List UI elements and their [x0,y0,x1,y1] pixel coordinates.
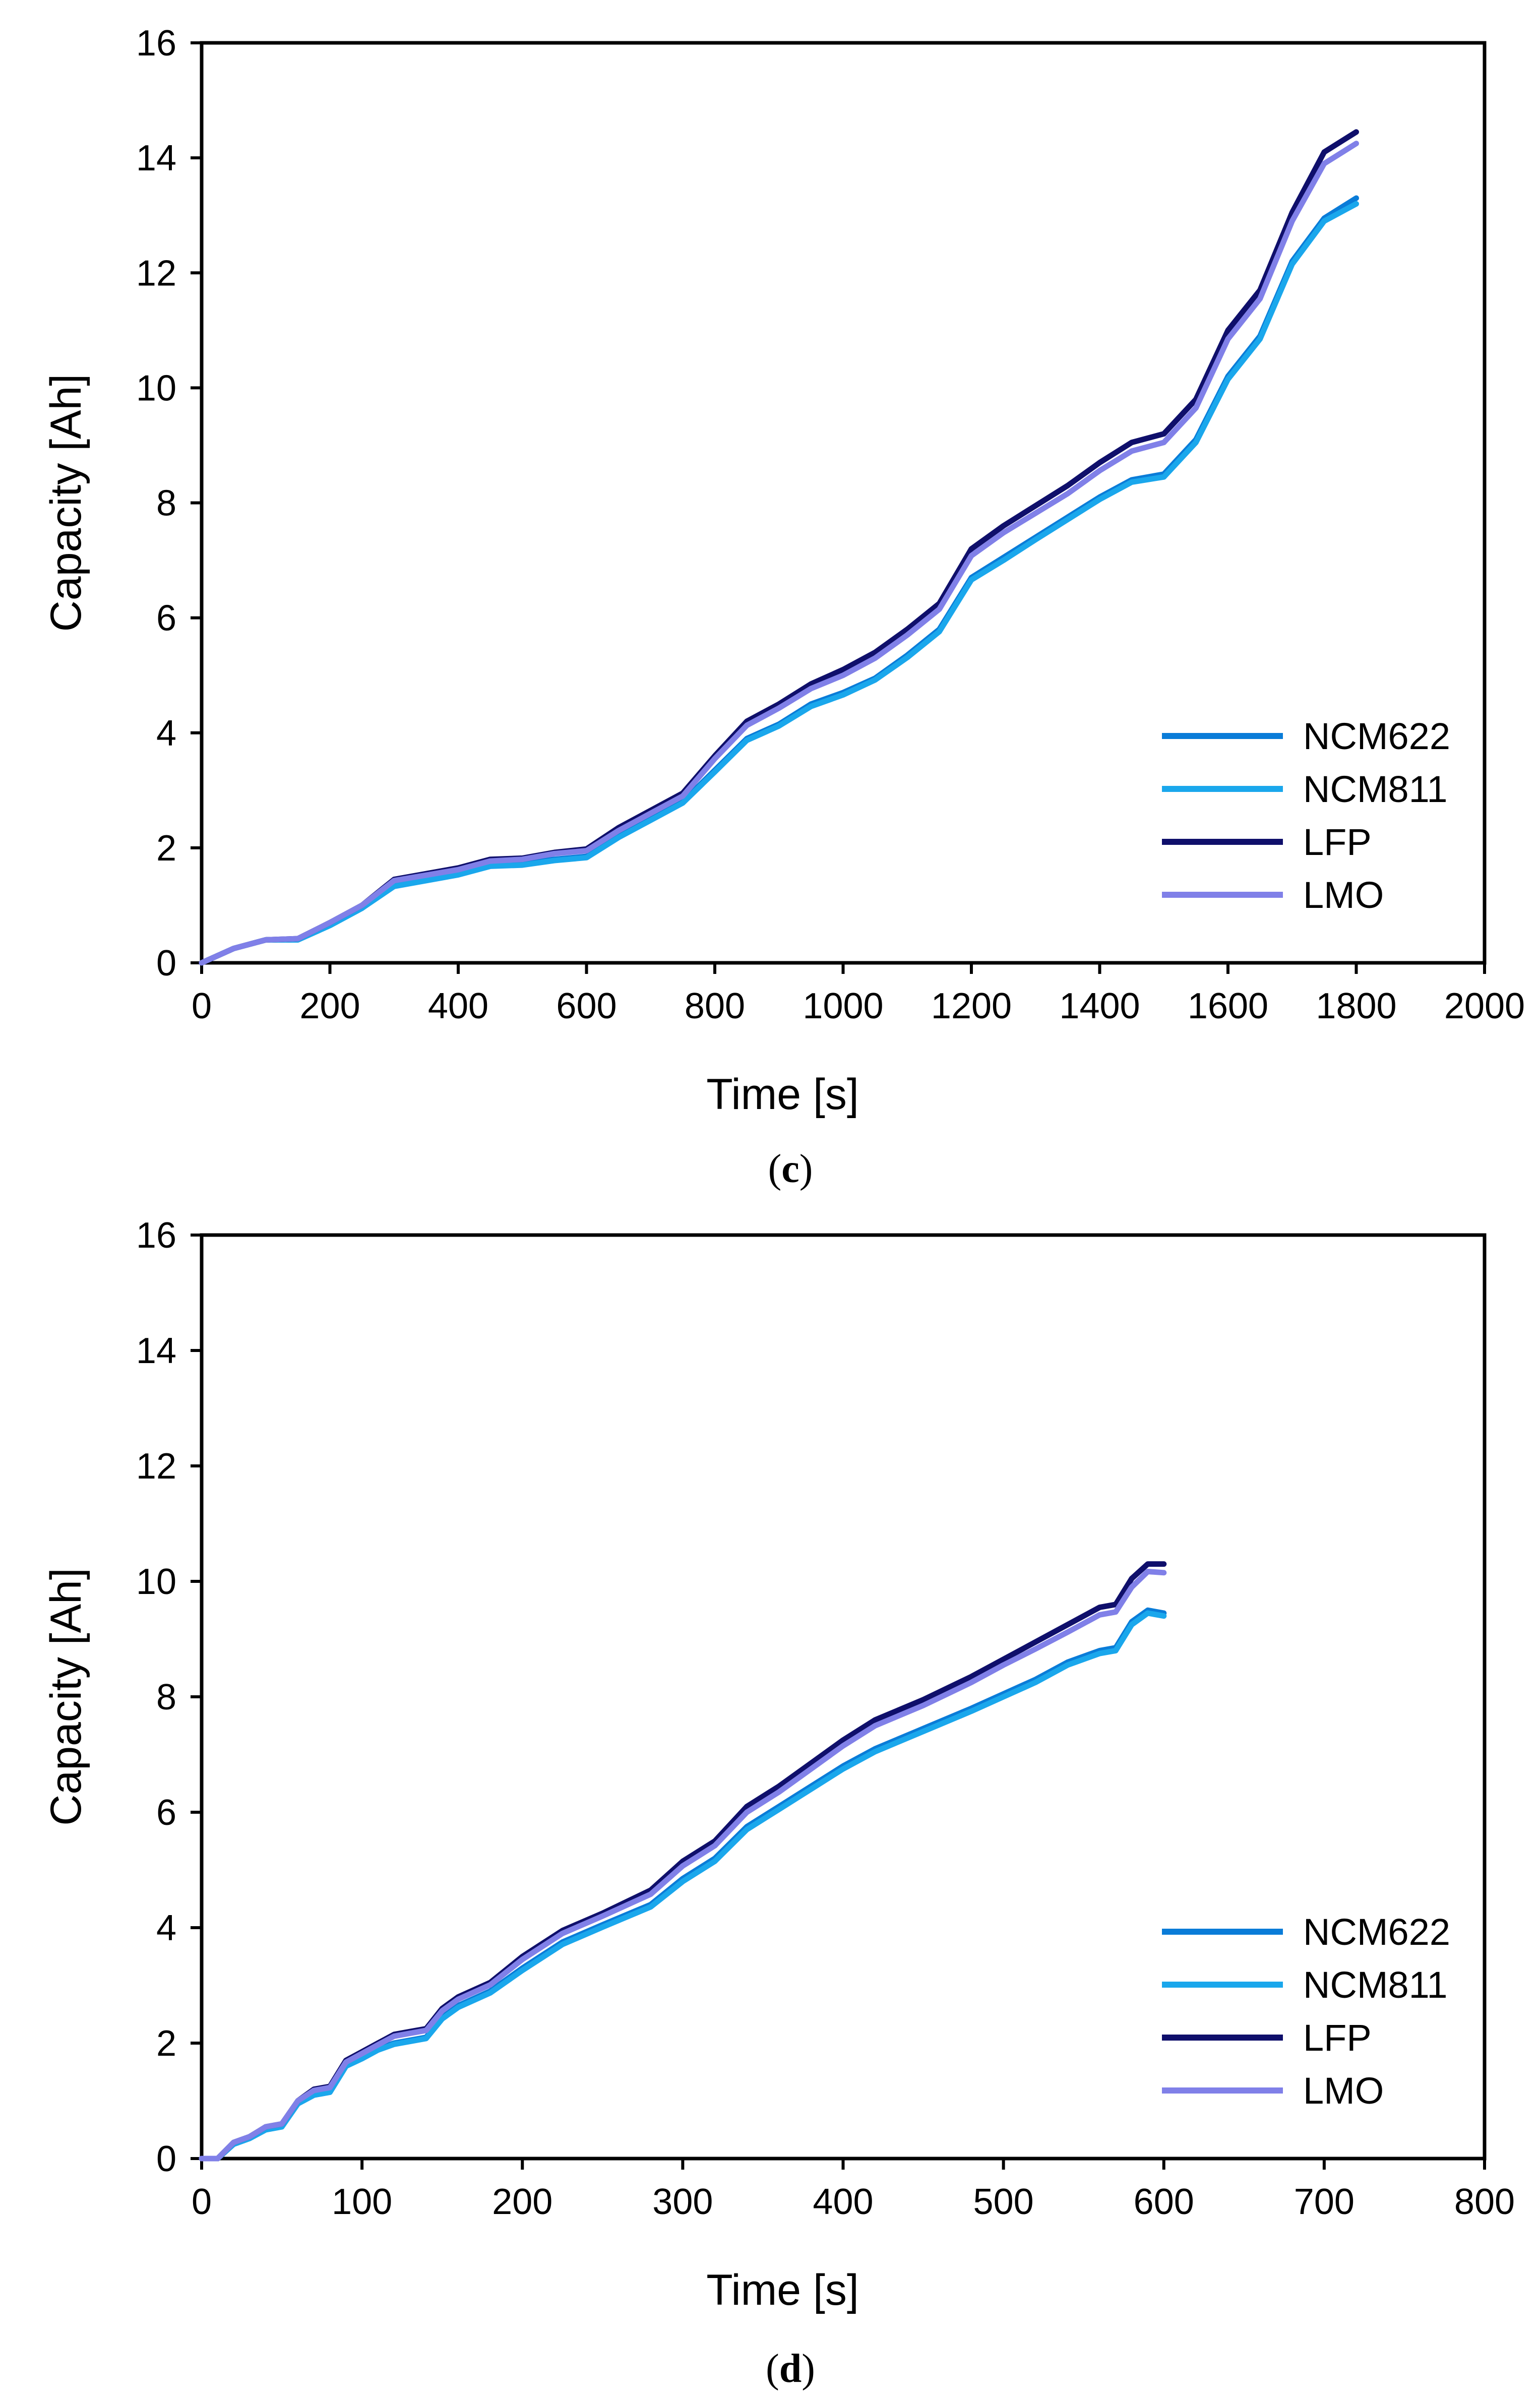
y-tick-label: 4 [156,1908,176,1948]
y-axis-title: Capacity [Ah] [42,374,90,632]
x-tick-label: 1600 [1188,986,1268,1026]
panel-label-letter: c [781,1147,799,1191]
y-tick-label: 12 [136,253,176,293]
chart-panel-d: 0 100 200 300 400 500 600 700 800 0 2 4 6 8 10 12 14 16 Ti… [42,1215,1515,2391]
plot-frame [200,41,1487,965]
y-tick-label: 10 [136,1562,176,1602]
legend-label-lfp: LFP [1303,2017,1372,2059]
y-tick-label: 8 [156,483,176,524]
series-line-ncm622 [199,195,1359,966]
x-tick-label: 700 [1294,2182,1354,2222]
y-tick-label: 6 [156,598,176,639]
x-tick-label: 1200 [931,986,1012,1026]
legend-label-lmo: LMO [1303,874,1384,916]
x-axis-title: Time [s] [706,1070,859,1119]
y-tick-label: 10 [136,368,176,408]
series-line-ncm811 [199,1610,1167,2162]
y-tick-label: 4 [156,713,176,754]
x-tick-label: 1800 [1316,986,1396,1026]
x-tick-label: 500 [973,2182,1034,2222]
plot-frame [200,1233,1487,2161]
panel-label-letter: d [779,2347,802,2391]
series-line-lmo [199,141,1359,966]
y-tick-label: 12 [136,1446,176,1487]
legend-label-ncm622: NCM622 [1303,715,1450,757]
x-tick-label: 600 [556,986,617,1026]
panel-label: (d) [766,2347,815,2391]
y-tick-label: 2 [156,2023,176,2064]
y-tick-label: 14 [136,138,176,178]
x-tick-label: 800 [1454,2182,1515,2222]
series-line-lfp [199,129,1359,966]
legend-label-lfp: LFP [1303,821,1372,863]
x-tick-label: 300 [652,2182,713,2222]
x-tick-label: 1000 [803,986,883,1026]
x-tick-label: 200 [299,986,360,1026]
legend-label-lmo: LMO [1303,2070,1384,2112]
y-tick-label: 8 [156,1677,176,1717]
y-tick-label: 0 [156,943,176,983]
y-tick-label: 16 [136,1215,176,1256]
x-tick-label: 600 [1134,2182,1194,2222]
panel-label: (c) [768,1147,813,1191]
chart-panel-c: 0 200 400 600 800 1000 1200 1400 1600 1800 2000 0 2 4… [42,23,1525,1191]
legend-label-ncm811: NCM811 [1303,768,1448,810]
y-tick-label: 0 [156,2139,176,2179]
y-tick-label: 16 [136,23,176,64]
y-axis-title: Capacity [Ah] [42,1568,90,1825]
x-tick-label: 1400 [1059,986,1140,1026]
x-tick-label: 400 [813,2182,873,2222]
x-tick-label: 200 [492,2182,552,2222]
y-tick-label: 6 [156,1793,176,1833]
series-line-lmo [199,1569,1167,2162]
x-axis-title: Time [s] [706,2266,859,2314]
x-tick-label: 400 [428,986,488,1026]
x-tick-label: 2000 [1444,986,1525,1026]
y-tick-label: 14 [136,1331,176,1371]
series-line-ncm811 [199,201,1359,966]
legend-label-ncm811: NCM811 [1303,1964,1448,2006]
legend-label-ncm622: NCM622 [1303,1911,1450,1953]
x-tick-label: 100 [332,2182,392,2222]
x-tick-label: 800 [685,986,745,1026]
y-tick-label: 2 [156,828,176,869]
x-tick-label: 0 [192,986,212,1026]
x-tick-label: 0 [192,2182,212,2222]
